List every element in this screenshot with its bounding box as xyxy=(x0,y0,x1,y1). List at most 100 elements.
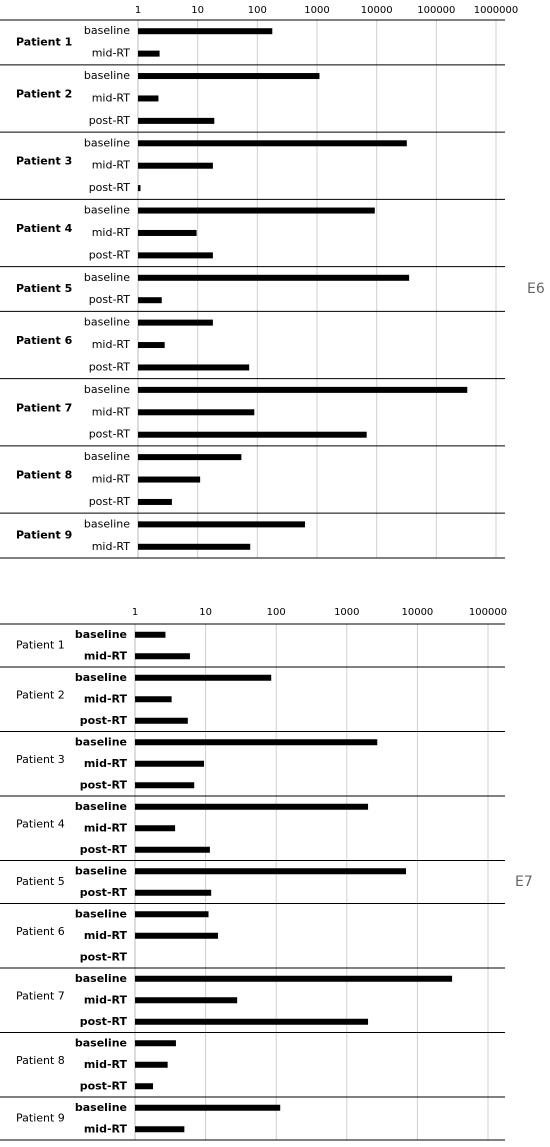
patient-label: Patient 1 xyxy=(16,639,65,652)
patient-label: Patient 9 xyxy=(16,529,72,542)
bar xyxy=(135,1126,185,1133)
bar xyxy=(135,997,238,1004)
bar xyxy=(135,911,209,918)
x-tick-label: 1000 xyxy=(304,5,329,16)
category-label: baseline xyxy=(75,972,127,985)
category-label: mid-RT xyxy=(92,91,131,104)
category-label: baseline xyxy=(84,136,130,149)
category-label: baseline xyxy=(75,671,127,684)
bar xyxy=(138,252,213,259)
bar xyxy=(138,117,215,124)
bar xyxy=(138,498,172,505)
category-label: mid-RT xyxy=(92,226,131,239)
bar xyxy=(138,297,162,304)
bar xyxy=(135,1040,176,1047)
category-label: mid-RT xyxy=(92,473,131,486)
x-tick-label: 1 xyxy=(135,5,141,16)
category-label: baseline xyxy=(84,204,130,217)
category-label: post-RT xyxy=(89,181,131,194)
category-label: baseline xyxy=(75,1036,127,1049)
patient-label: Patient 6 xyxy=(16,334,73,347)
category-label: baseline xyxy=(75,907,127,920)
patient-label: Patient 7 xyxy=(16,401,72,414)
chart-label: E7 xyxy=(515,874,533,890)
patient-label: Patient 4 xyxy=(16,817,65,830)
category-label: mid-RT xyxy=(84,1122,128,1135)
bar xyxy=(138,364,250,371)
x-tick-label: 10000 xyxy=(401,607,433,618)
x-tick-label: 100000 xyxy=(417,5,455,16)
category-label: post-RT xyxy=(80,843,128,856)
bar xyxy=(138,409,255,416)
bar xyxy=(135,803,369,810)
category-label: mid-RT xyxy=(84,1058,128,1071)
category-label: baseline xyxy=(84,517,130,530)
bar xyxy=(135,782,195,789)
category-label: post-RT xyxy=(89,428,131,441)
bar xyxy=(135,825,176,832)
bar xyxy=(138,207,375,214)
bar xyxy=(138,476,201,483)
patient-label: Patient 8 xyxy=(16,1054,65,1067)
bar xyxy=(138,454,242,461)
category-label: mid-RT xyxy=(92,540,131,553)
patient-label: Patient 1 xyxy=(16,35,72,48)
patient-label: Patient 5 xyxy=(16,282,72,295)
bar xyxy=(138,229,197,236)
bar xyxy=(138,28,273,35)
bar xyxy=(135,717,188,724)
category-label: post-RT xyxy=(89,293,131,306)
category-label: baseline xyxy=(75,800,127,813)
category-label: mid-RT xyxy=(92,338,131,351)
category-label: baseline xyxy=(84,316,130,329)
patient-label: Patient 9 xyxy=(16,1112,65,1125)
bar xyxy=(135,932,219,939)
bar xyxy=(135,1083,154,1090)
bar xyxy=(135,1104,281,1111)
category-label: baseline xyxy=(84,383,130,396)
category-label: post-RT xyxy=(80,1079,128,1092)
category-label: baseline xyxy=(75,628,127,641)
patient-label: Patient 7 xyxy=(16,989,65,1002)
x-tick-label: 100000 xyxy=(469,607,507,618)
category-label: mid-RT xyxy=(84,692,128,705)
bar xyxy=(135,1018,369,1025)
x-tick-label: 10 xyxy=(191,5,204,16)
patient-label: Patient 2 xyxy=(16,688,65,701)
category-label: mid-RT xyxy=(92,159,131,172)
patient-label: Patient 5 xyxy=(16,875,65,888)
x-tick-label: 1000 xyxy=(334,607,359,618)
bar xyxy=(135,889,212,896)
category-label: mid-RT xyxy=(84,929,128,942)
category-label: mid-RT xyxy=(84,649,128,662)
bar xyxy=(138,162,213,169)
category-label: post-RT xyxy=(80,886,128,899)
bar xyxy=(135,846,210,853)
bar xyxy=(138,274,410,281)
bar xyxy=(135,760,205,767)
category-label: mid-RT xyxy=(92,47,131,60)
category-label: post-RT xyxy=(89,114,131,127)
category-label: baseline xyxy=(84,69,130,82)
bar xyxy=(138,386,468,393)
category-label: mid-RT xyxy=(84,821,128,834)
bar xyxy=(135,696,172,703)
category-label: post-RT xyxy=(80,1015,128,1028)
bar xyxy=(138,543,251,550)
category-label: post-RT xyxy=(80,778,128,791)
bar xyxy=(138,521,306,528)
x-tick-label: 1000000 xyxy=(474,5,519,16)
bar xyxy=(135,631,166,638)
patient-label: Patient 2 xyxy=(16,87,72,100)
patient-label: Patient 3 xyxy=(16,753,65,766)
bar xyxy=(138,95,159,102)
category-label: post-RT xyxy=(80,950,128,963)
bar xyxy=(138,73,320,80)
x-tick-label: 100 xyxy=(267,607,286,618)
category-label: post-RT xyxy=(89,495,131,508)
patient-label: Patient 3 xyxy=(16,155,72,168)
bar xyxy=(138,140,407,147)
category-label: post-RT xyxy=(89,360,131,373)
bar xyxy=(138,185,141,192)
category-label: baseline xyxy=(84,271,130,284)
